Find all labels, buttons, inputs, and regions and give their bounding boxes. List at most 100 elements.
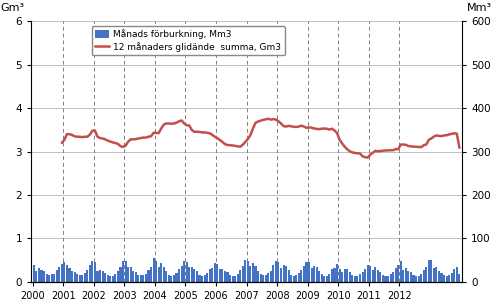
Bar [272, 265, 274, 282]
Bar [425, 267, 427, 282]
Bar [224, 271, 226, 282]
Bar [119, 267, 121, 282]
Bar [379, 272, 382, 282]
Bar [186, 262, 188, 282]
Bar [270, 271, 272, 282]
Bar [295, 275, 297, 282]
Bar [76, 274, 78, 282]
Bar [283, 265, 285, 282]
Bar [81, 275, 83, 282]
Bar [181, 266, 183, 282]
Bar [56, 270, 58, 282]
Bar [392, 271, 394, 282]
Bar [450, 273, 453, 282]
Bar [356, 276, 358, 282]
Bar [412, 275, 414, 282]
Bar [58, 267, 60, 282]
Bar [196, 271, 198, 282]
Bar [367, 265, 369, 282]
Bar [176, 273, 178, 282]
Bar [125, 260, 127, 282]
Bar [359, 274, 361, 282]
Bar [377, 270, 379, 282]
Bar [252, 263, 254, 282]
Bar [232, 276, 234, 282]
Bar [436, 267, 438, 282]
Bar [155, 260, 157, 282]
Bar [43, 271, 45, 282]
Bar [400, 261, 402, 282]
Bar [170, 275, 172, 282]
Bar [97, 271, 99, 282]
Bar [109, 276, 111, 282]
Bar [94, 262, 96, 282]
Bar [354, 276, 356, 282]
Bar [104, 273, 106, 282]
Bar [194, 269, 196, 282]
Bar [420, 274, 422, 282]
Bar [173, 275, 175, 282]
Bar [346, 269, 348, 282]
Bar [41, 270, 43, 282]
Bar [441, 273, 443, 282]
Bar [79, 275, 81, 282]
Bar [206, 273, 208, 282]
Bar [211, 268, 213, 282]
Bar [303, 266, 305, 282]
Bar [114, 274, 116, 282]
Bar [387, 276, 389, 282]
Bar [334, 268, 336, 282]
Bar [361, 271, 364, 282]
Bar [344, 269, 346, 282]
Bar [265, 275, 267, 282]
Bar [448, 275, 450, 282]
Bar [74, 272, 76, 282]
Bar [239, 270, 241, 282]
Bar [423, 270, 425, 282]
Legend: Månads förburkning, Mm3, 12 månaders glidände  summa, Gm3: Månads förburkning, Mm3, 12 månaders gli… [92, 26, 285, 56]
Bar [288, 270, 290, 282]
Bar [453, 269, 455, 282]
Bar [407, 271, 409, 282]
Bar [323, 275, 325, 282]
Bar [415, 276, 417, 282]
Bar [430, 260, 433, 282]
Bar [152, 258, 154, 282]
Bar [351, 275, 353, 282]
Bar [438, 271, 440, 282]
Bar [198, 275, 200, 282]
Bar [101, 271, 103, 282]
Bar [68, 268, 71, 282]
Bar [107, 275, 109, 282]
Bar [84, 273, 86, 282]
Bar [157, 267, 160, 282]
Bar [117, 271, 119, 282]
Bar [293, 276, 295, 282]
Bar [89, 265, 91, 282]
Bar [313, 266, 315, 282]
Bar [63, 262, 65, 282]
Bar [446, 276, 447, 282]
Bar [308, 262, 310, 282]
Bar [385, 276, 387, 282]
Bar [372, 270, 374, 282]
Bar [257, 271, 259, 282]
Bar [221, 269, 223, 282]
Bar [374, 267, 376, 282]
Bar [341, 271, 343, 282]
Bar [242, 266, 244, 282]
Bar [35, 271, 38, 282]
Bar [50, 274, 52, 282]
Bar [201, 276, 203, 282]
Bar [328, 274, 331, 282]
Bar [71, 271, 73, 282]
Bar [112, 276, 114, 282]
Bar [300, 270, 302, 282]
Bar [92, 260, 94, 282]
Bar [364, 269, 366, 282]
Bar [402, 270, 404, 282]
Bar [456, 267, 458, 282]
Bar [298, 273, 300, 282]
Bar [127, 267, 129, 282]
Bar [140, 275, 142, 282]
